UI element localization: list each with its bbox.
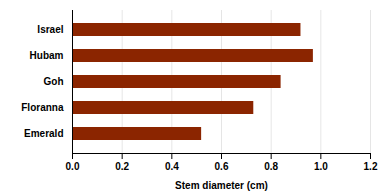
svg-text:0.6: 0.6 [215, 161, 229, 172]
svg-text:0.2: 0.2 [115, 161, 129, 172]
svg-text:Floranna: Floranna [21, 102, 64, 113]
svg-text:Goh: Goh [44, 76, 64, 87]
svg-text:0.8: 0.8 [264, 161, 278, 172]
svg-text:1.2: 1.2 [364, 161, 378, 172]
svg-text:0.4: 0.4 [165, 161, 179, 172]
svg-text:Stem diameter (cm): Stem diameter (cm) [175, 180, 268, 191]
svg-text:Israel: Israel [37, 24, 63, 35]
svg-text:Emerald: Emerald [24, 128, 63, 139]
svg-text:Hubam: Hubam [30, 50, 64, 61]
svg-text:1.0: 1.0 [314, 161, 328, 172]
svg-text:0.0: 0.0 [66, 161, 80, 172]
